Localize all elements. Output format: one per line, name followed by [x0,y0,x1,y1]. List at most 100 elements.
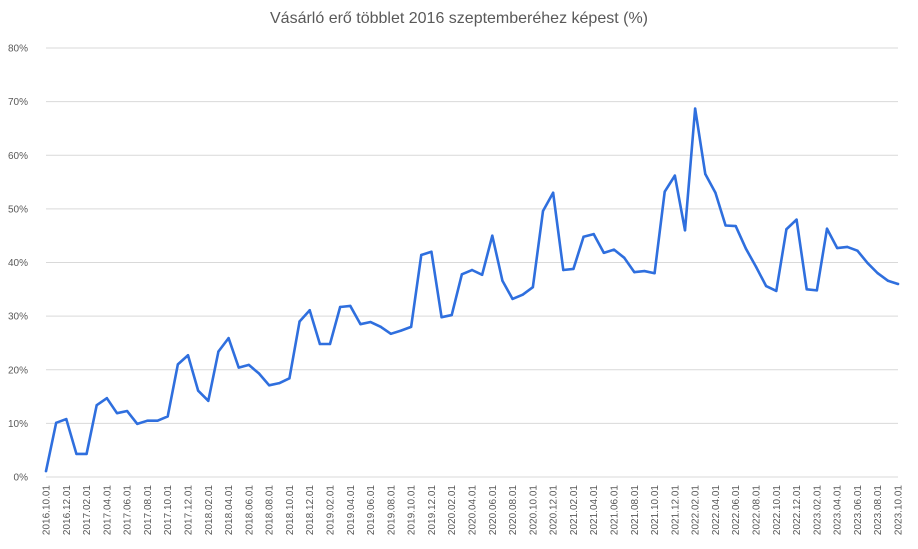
data-point [866,261,869,265]
data-point [176,363,180,366]
x-tick-label: 2017.10.01 [163,485,174,535]
data-point [237,366,240,369]
data-point [389,332,393,336]
data-point [166,415,169,418]
series-layer [44,107,900,473]
data-point [704,172,707,176]
x-tick-label: 2021.08.01 [630,485,641,535]
data-point [724,224,727,227]
data-point [775,289,778,293]
x-tick-label: 2018.02.01 [204,485,215,535]
x-tick-label: 2022.04.01 [711,485,722,535]
data-point [247,363,251,367]
data-point [805,288,808,291]
x-tick-label: 2018.10.01 [285,485,296,535]
x-tick-label: 2017.02.01 [82,485,93,535]
x-tick-label: 2018.12.01 [305,485,316,535]
data-point [136,422,139,426]
data-point [501,279,504,282]
data-point [420,253,423,257]
data-point [278,381,281,385]
data-point [328,342,332,346]
data-point [795,218,798,221]
x-tick-label: 2021.12.01 [670,485,681,535]
x-tick-label: 2019.02.01 [326,485,337,535]
data-point [815,289,819,292]
data-point [409,325,413,329]
x-tick-label: 2022.02.01 [691,485,702,535]
data-point [44,469,48,473]
data-point [308,309,311,312]
data-point [643,269,646,273]
data-point [298,320,301,323]
x-tick-label: 2019.12.01 [427,485,438,535]
x-tick-label: 2019.10.01 [407,485,418,535]
x-tick-label: 2021.02.01 [569,485,580,535]
data-point [95,403,98,407]
data-point [886,279,890,282]
data-point [562,268,565,272]
data-point [754,265,758,268]
data-point [359,322,362,326]
x-tick-label: 2016.10.01 [42,485,53,535]
data-point [541,209,545,213]
x-tick-label: 2020.10.01 [528,485,539,535]
x-tick-label: 2018.08.01 [265,485,276,535]
x-tick-label: 2019.06.01 [366,485,377,535]
data-point [470,268,474,272]
data-point [480,273,484,277]
data-point [521,293,524,296]
x-tick-label: 2019.04.01 [346,485,357,535]
series-line [44,107,900,473]
data-point [146,419,149,422]
data-point [602,251,606,255]
x-tick-label: 2017.12.01 [184,485,195,535]
y-axis-tick-labels: 0% 10% 20% 30% 40% 50% 60% 70% 80% [8,44,28,484]
x-tick-label: 2022.06.01 [731,485,742,535]
x-tick-label: 2022.08.01 [752,485,763,535]
x-tick-label: 2017.06.01 [123,485,134,535]
data-point [288,377,291,380]
data-point [592,232,595,236]
x-tick-label: 2019.08.01 [386,485,397,535]
data-point [896,282,900,286]
data-point [379,325,382,329]
data-point [693,107,697,110]
data-point [633,270,636,274]
y-tick-label: 20% [8,365,28,376]
data-point [349,304,352,308]
x-axis-tick-labels: 2016.10.01 2016.12.01 2017.02.01 2017.04.01… [42,485,905,535]
data-point [450,313,453,317]
x-tick-label: 2016.12.01 [62,485,73,535]
y-tick-label: 40% [8,258,28,269]
data-point [835,246,839,250]
data-point [196,389,200,392]
data-point [460,273,464,276]
x-tick-label: 2018.06.01 [244,485,255,535]
data-point [846,245,849,249]
data-point [653,272,656,275]
gridlines [46,47,898,478]
y-tick-label: 10% [8,419,28,430]
data-point [369,320,372,324]
x-tick-label: 2022.10.01 [772,485,783,535]
x-tick-label: 2020.04.01 [468,485,479,535]
y-tick-label: 80% [8,44,28,55]
data-point [825,227,829,230]
x-tick-label: 2017.08.01 [143,485,154,535]
data-point [156,419,159,422]
data-point [318,342,322,346]
data-point [217,350,220,353]
x-tick-label: 2023.10.01 [894,485,905,535]
data-point [338,305,342,309]
data-point [663,190,666,193]
data-point [491,234,494,237]
y-tick-label: 70% [8,97,28,108]
data-point [186,354,190,357]
x-tick-label: 2018.04.01 [224,485,235,535]
y-tick-label: 30% [8,312,28,323]
data-point [115,411,119,415]
data-point [572,267,575,271]
x-tick-label: 2021.06.01 [610,485,621,535]
data-point [612,248,616,251]
